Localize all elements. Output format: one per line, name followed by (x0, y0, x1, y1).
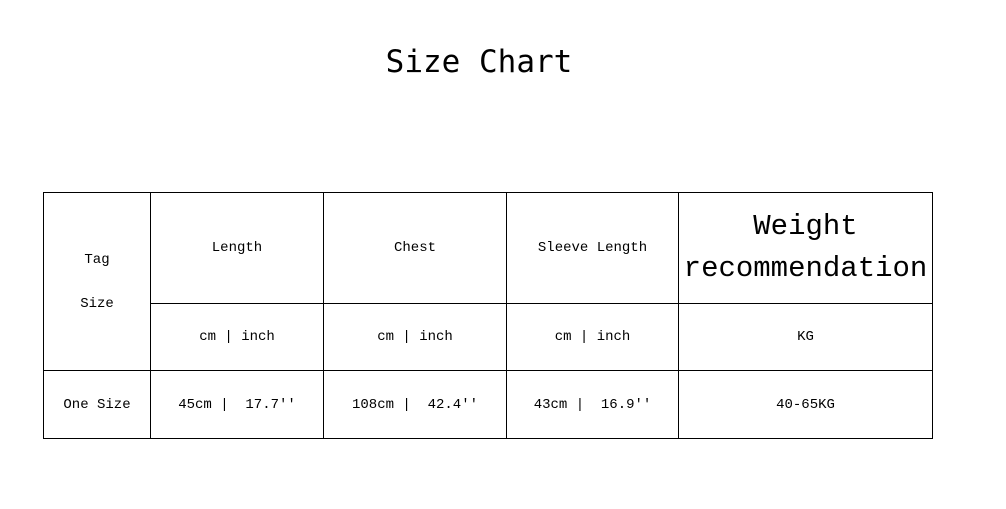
sleeve-length-header: Sleeve Length (506, 192, 679, 304)
tag-size-header: Tag Size (43, 192, 151, 371)
sleeve-unit: cm | inch (506, 303, 679, 371)
page-title: Size Chart (385, 44, 573, 80)
weight-label: Weight (753, 210, 858, 243)
table-row: One Size 45cm | 17.7'' 108cm | 42.4'' 43… (43, 370, 933, 439)
size-cell: One Size (43, 370, 151, 439)
length-unit: cm | inch (150, 303, 324, 371)
tag-label: Tag (84, 251, 110, 268)
weight-header: Weight recommendation (678, 192, 933, 304)
units-row: cm | inch cm | inch cm | inch KG (44, 303, 933, 371)
weight-unit: KG (678, 303, 933, 371)
length-header: Length (150, 192, 324, 304)
chest-unit: cm | inch (323, 303, 507, 371)
size-label: Size (80, 295, 114, 312)
recommendation-label: recommendation (683, 252, 928, 285)
size-chart-table: Tag Size Length Chest Sleeve Length Weig… (43, 192, 933, 439)
chest-value: 108cm | 42.4'' (323, 370, 507, 439)
length-value: 45cm | 17.7'' (150, 370, 324, 439)
weight-value: 40-65KG (678, 370, 933, 439)
chest-header: Chest (323, 192, 507, 304)
sleeve-value: 43cm | 16.9'' (506, 370, 679, 439)
header-row: Tag Size Length Chest Sleeve Length Weig… (43, 192, 933, 371)
